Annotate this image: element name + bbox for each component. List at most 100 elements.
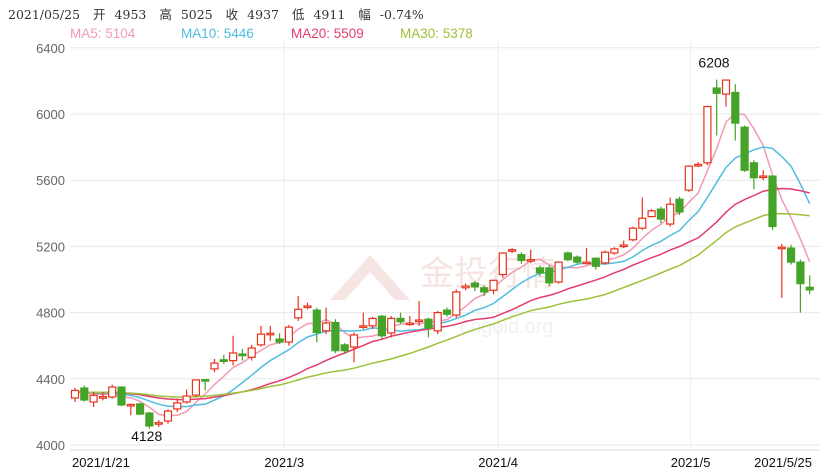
legend-ma10[interactable]: MA10: 5446 bbox=[181, 26, 254, 41]
candle bbox=[275, 333, 284, 345]
candle-body bbox=[684, 165, 693, 191]
low-label: 低 bbox=[291, 7, 305, 22]
candle-body bbox=[256, 333, 266, 346]
candle-body bbox=[535, 267, 545, 274]
candle bbox=[173, 398, 182, 412]
candle-body bbox=[368, 317, 377, 327]
candle bbox=[136, 402, 145, 416]
candle-body bbox=[563, 252, 573, 261]
price-annotation: 4128 bbox=[131, 428, 162, 444]
candle-body bbox=[647, 210, 656, 218]
candle bbox=[294, 296, 303, 321]
candle bbox=[396, 312, 405, 325]
candle-body bbox=[517, 254, 526, 262]
candle bbox=[796, 259, 805, 313]
candle-body bbox=[126, 403, 135, 407]
candle bbox=[628, 226, 638, 242]
x-tick-label: 2021/1/21 bbox=[72, 455, 130, 470]
candle bbox=[219, 354, 228, 364]
candle bbox=[424, 317, 433, 338]
candle bbox=[535, 265, 545, 277]
candle bbox=[749, 160, 759, 190]
candle-body bbox=[591, 257, 600, 267]
candle-body bbox=[675, 198, 684, 213]
candle bbox=[647, 209, 656, 218]
candle-body bbox=[80, 387, 89, 401]
legend-ma20[interactable]: MA20: 5509 bbox=[291, 26, 364, 41]
x-tick-label: 2021/4 bbox=[478, 455, 518, 470]
candle bbox=[563, 251, 573, 262]
candle bbox=[377, 315, 386, 340]
candle-body bbox=[480, 287, 489, 293]
candle-body bbox=[777, 246, 786, 250]
high-value: 5025 bbox=[180, 7, 213, 22]
candle bbox=[786, 244, 796, 265]
candle-body bbox=[98, 396, 108, 399]
candle bbox=[684, 165, 693, 192]
ma30-line bbox=[74, 212, 810, 398]
candle bbox=[238, 349, 247, 361]
candle-body bbox=[182, 395, 191, 403]
candle-body bbox=[433, 312, 442, 332]
candle-body bbox=[154, 422, 163, 425]
candle bbox=[368, 316, 377, 330]
candle bbox=[340, 343, 349, 354]
legend-ma5[interactable]: MA5: 5104 bbox=[70, 26, 136, 41]
candle bbox=[349, 332, 359, 363]
candle-body bbox=[666, 203, 675, 225]
candle-body bbox=[461, 285, 470, 289]
candle bbox=[805, 275, 814, 295]
candle-body bbox=[136, 403, 145, 415]
high-label: 高 bbox=[159, 7, 172, 22]
y-tick-label: 4400 bbox=[36, 372, 65, 387]
candle-body bbox=[415, 319, 424, 323]
y-tick-label: 5600 bbox=[36, 173, 65, 188]
candle bbox=[600, 250, 610, 265]
candle-body bbox=[721, 79, 731, 95]
candle-body bbox=[600, 251, 610, 264]
candle bbox=[656, 206, 666, 224]
legend-ma30[interactable]: MA30: 5378 bbox=[400, 26, 473, 41]
candle-body bbox=[349, 334, 359, 348]
change-label: 幅 bbox=[358, 7, 371, 22]
candle bbox=[489, 279, 498, 295]
y-tick-label: 6000 bbox=[36, 107, 65, 122]
candle-body bbox=[712, 87, 721, 94]
candle bbox=[721, 79, 731, 107]
candle-body bbox=[442, 309, 452, 315]
candle-body bbox=[638, 217, 647, 229]
candle bbox=[284, 325, 293, 346]
candle bbox=[387, 315, 396, 338]
candle-body bbox=[284, 326, 293, 343]
candle bbox=[256, 325, 266, 347]
candle bbox=[191, 379, 200, 398]
candle-body bbox=[294, 308, 303, 319]
candle bbox=[80, 385, 89, 402]
candle-body bbox=[619, 244, 628, 248]
candle-body bbox=[749, 162, 759, 179]
candle bbox=[610, 247, 619, 255]
candle-body bbox=[70, 389, 80, 399]
candle-body bbox=[247, 347, 256, 358]
candle-body bbox=[229, 352, 238, 362]
candle-body bbox=[219, 359, 228, 363]
candle bbox=[452, 289, 461, 318]
ma10-line bbox=[74, 146, 811, 408]
candle-body bbox=[312, 309, 321, 334]
candle-body bbox=[163, 410, 173, 422]
candle bbox=[517, 252, 526, 264]
candle bbox=[98, 392, 108, 401]
candle-body bbox=[489, 279, 498, 291]
open-label: 开 bbox=[93, 7, 106, 22]
candle bbox=[108, 384, 117, 399]
open-value: 4953 bbox=[114, 7, 147, 22]
candle bbox=[210, 358, 219, 373]
candle-body bbox=[498, 252, 507, 276]
close-value: 4937 bbox=[247, 7, 279, 22]
change-value: -0.74% bbox=[379, 7, 424, 22]
close-label: 收 bbox=[225, 7, 239, 22]
candle-body bbox=[191, 379, 200, 396]
candle bbox=[526, 249, 535, 263]
